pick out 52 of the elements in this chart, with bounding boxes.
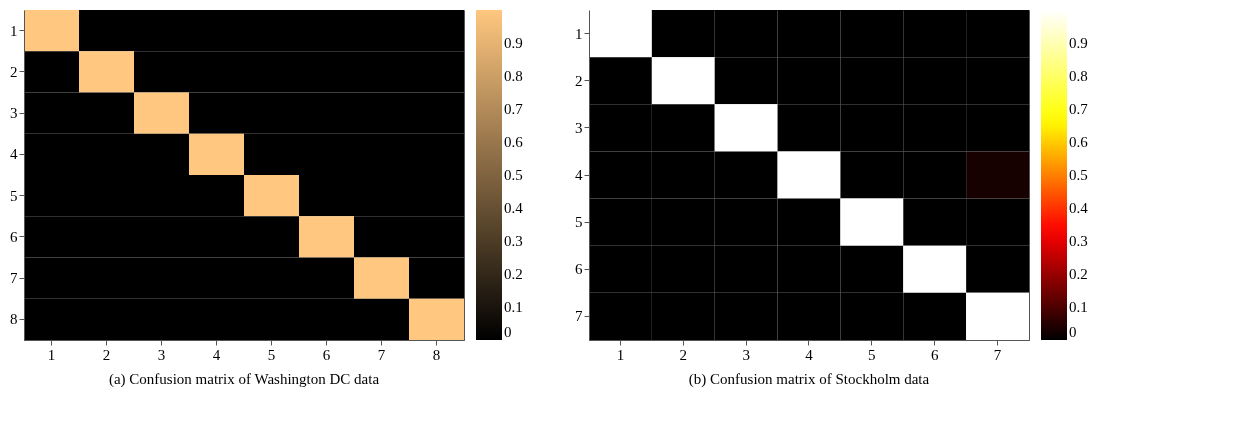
y-tick-label: 1	[575, 25, 583, 42]
x-tick-label: 1	[616, 346, 625, 363]
color-bar-label: 0.4	[504, 200, 524, 216]
color-bar-label: 0.5	[1069, 167, 1088, 183]
color-bar-label: 0.1	[504, 299, 523, 315]
color-bar-label: 0.1	[1069, 299, 1088, 315]
x-tick-label: 5	[267, 346, 276, 363]
color-bar-label: 0.2	[1069, 266, 1088, 282]
x-tick-label: 4	[805, 346, 814, 363]
color-bar-label: 0.6	[504, 134, 524, 150]
color-bar-label: 0.8	[504, 68, 523, 84]
y-tick-label: 7	[10, 270, 18, 287]
color-bar-label: 0.6	[1069, 134, 1089, 150]
x-tick-label: 3	[157, 346, 166, 363]
x-tick-label: 7	[377, 346, 386, 363]
x-tick-label: 4	[212, 346, 221, 363]
y-tick-label: 6	[575, 261, 583, 278]
color-bar-label: 0	[1069, 324, 1077, 340]
x-tick-label: 3	[742, 346, 750, 363]
color-bar-label: 0.5	[504, 167, 523, 183]
x-tick-label: 1	[47, 346, 56, 363]
y-tick-label: 5	[10, 187, 18, 204]
y-tick-label: 1	[10, 22, 18, 39]
x-tick-label: 2	[102, 346, 111, 363]
text: (a) Confusion matrix of Washington DC data	[108, 371, 380, 388]
y-tick-label: 4	[10, 146, 18, 163]
x-tick-label: 5	[868, 346, 876, 363]
color-bar-label: 0.9	[504, 35, 523, 51]
y-tick-label: 2	[10, 63, 18, 80]
color-bar-label: 0.3	[504, 233, 523, 249]
color-bar-label: 0.3	[1069, 233, 1088, 249]
x-tick-label: 8	[432, 346, 441, 363]
color-bar-label: 0.7	[504, 101, 524, 117]
color-bar-label: 0.2	[504, 266, 523, 282]
color-bar-label: 0.4	[1069, 200, 1089, 216]
y-tick-label: 6	[10, 228, 18, 245]
y-tick-label: 8	[10, 311, 18, 328]
color-bar-label: 0.8	[1069, 68, 1088, 84]
y-tick-label: 4	[575, 167, 583, 183]
text: (b) Confusion matrix of Stockholm data	[688, 371, 930, 388]
y-tick-label: 3	[10, 105, 18, 122]
y-tick-label: 3	[575, 119, 583, 136]
y-tick-label: 5	[575, 214, 583, 231]
color-bar-label: 0	[504, 324, 512, 340]
x-tick-label: 6	[322, 346, 331, 363]
x-tick-label: 7	[993, 346, 1002, 363]
y-tick-label: 7	[575, 308, 583, 325]
x-tick-label: 6	[930, 346, 939, 363]
y-tick-label: 2	[575, 72, 583, 89]
color-bar-label: 0.9	[1069, 35, 1088, 51]
x-tick-label: 2	[679, 346, 688, 363]
color-bar-label: 0.7	[1069, 101, 1089, 117]
